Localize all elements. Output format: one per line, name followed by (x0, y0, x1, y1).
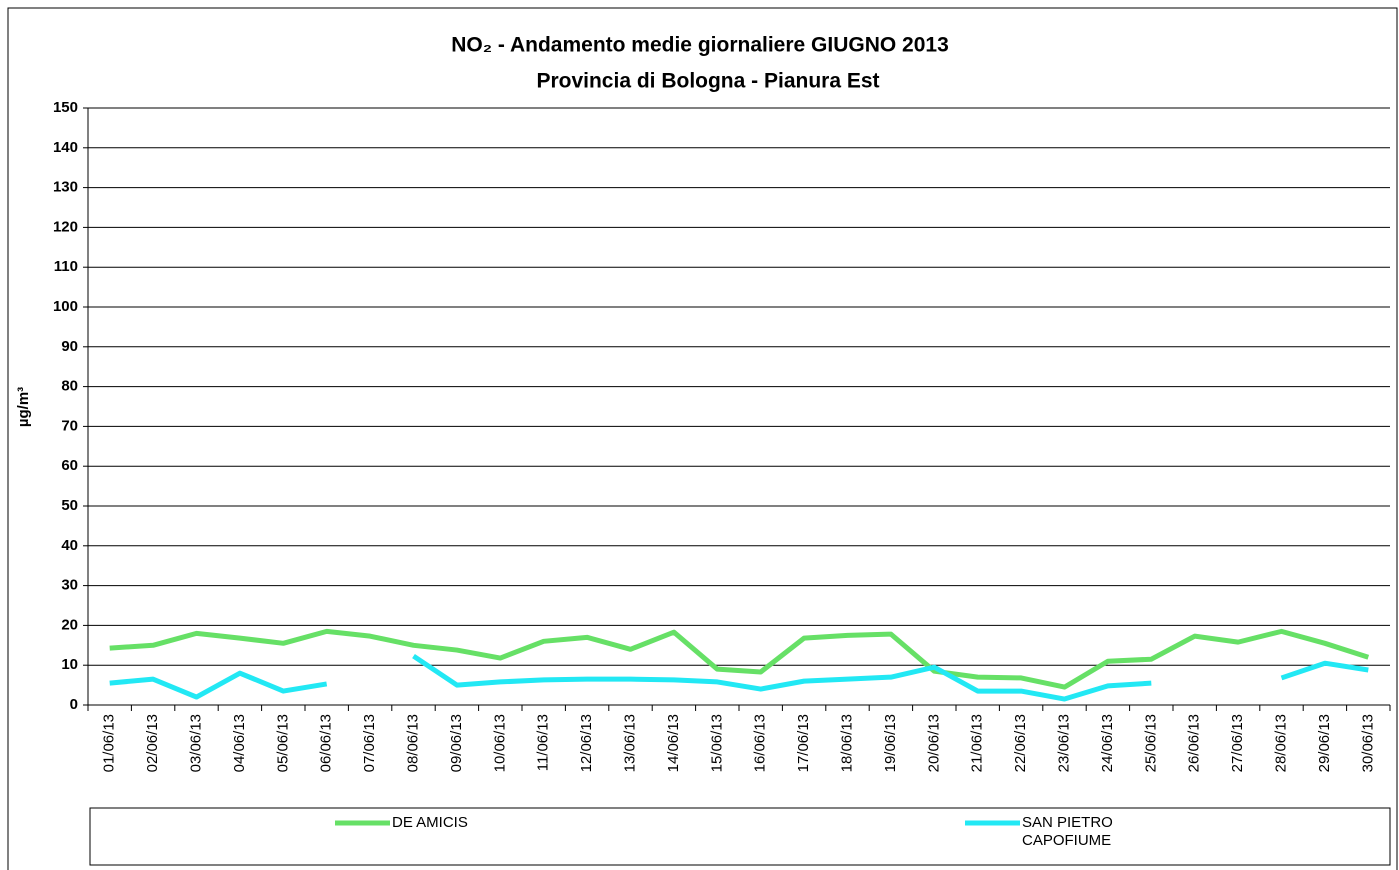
y-tick-label: 100 (53, 298, 78, 315)
y-axis-label: µg/m³ (15, 387, 32, 427)
legend-label: DE AMICIS (392, 814, 468, 831)
x-tick-label: 11/06/13 (535, 714, 552, 771)
x-tick-label: 27/06/13 (1229, 714, 1246, 772)
y-tick-label: 30 (61, 577, 78, 594)
legend-label: SAN PIETRO CAPOFIUME (1022, 814, 1113, 849)
x-tick-label: 30/06/13 (1359, 714, 1376, 772)
x-tick-label: 13/06/13 (621, 714, 638, 772)
y-tick-label: 50 (61, 497, 78, 514)
x-tick-label: 15/06/13 (708, 714, 725, 772)
x-tick-label: 05/06/13 (274, 714, 291, 772)
x-tick-label: 23/06/13 (1055, 714, 1072, 772)
y-tick-label: 150 (53, 99, 78, 116)
x-tick-label: 12/06/13 (578, 714, 595, 772)
x-tick-label: 24/06/13 (1099, 714, 1116, 772)
legend-box (89, 807, 1391, 866)
x-tick-label: 18/06/13 (838, 714, 855, 772)
y-tick-label: 0 (70, 696, 78, 713)
chart-title: NO₂ - Andamento medie giornaliere GIUGNO… (451, 34, 949, 57)
x-tick-label: 08/06/13 (404, 714, 421, 772)
x-tick-label: 17/06/13 (795, 714, 812, 772)
y-tick-label: 80 (61, 378, 78, 395)
y-tick-label: 90 (61, 338, 78, 355)
x-tick-label: 01/06/13 (101, 714, 118, 772)
chart-subtitle: Provincia di Bologna - Pianura Est (536, 70, 879, 93)
y-tick-label: 70 (61, 417, 78, 434)
x-tick-label: 25/06/13 (1142, 714, 1159, 772)
chart-frame (7, 7, 1398, 870)
y-tick-label: 20 (61, 616, 78, 633)
x-tick-label: 03/06/13 (187, 714, 204, 772)
x-tick-label: 10/06/13 (491, 714, 508, 772)
y-tick-label: 130 (53, 179, 78, 196)
x-tick-label: 14/06/13 (665, 714, 682, 772)
series-line (109, 653, 1369, 702)
x-tick-label: 04/06/13 (231, 714, 248, 772)
x-tick-label: 09/06/13 (448, 714, 465, 772)
x-tick-label: 26/06/13 (1186, 714, 1203, 772)
legend-entry: SAN PIETRO CAPOFIUME (1022, 814, 1113, 849)
y-tick-label: 10 (61, 656, 78, 673)
x-tick-label: 20/06/13 (925, 714, 942, 772)
series-line (109, 628, 1370, 690)
y-tick-label: 120 (53, 218, 78, 235)
x-tick-label: 06/06/13 (318, 714, 335, 772)
x-tick-label: 07/06/13 (361, 714, 378, 772)
x-tick-label: 22/06/13 (1012, 714, 1029, 772)
y-tick-label: 140 (53, 139, 78, 156)
x-tick-label: 19/06/13 (882, 714, 899, 772)
x-tick-label: 29/06/13 (1316, 714, 1333, 772)
y-tick-label: 60 (61, 457, 78, 474)
x-tick-label: 21/06/13 (969, 714, 986, 772)
x-tick-label: 02/06/13 (144, 714, 161, 772)
y-tick-label: 110 (54, 258, 78, 275)
legend-entry: DE AMICIS (392, 814, 468, 831)
y-tick-label: 40 (61, 537, 78, 554)
x-tick-label: 28/06/13 (1272, 714, 1289, 772)
x-tick-label: 16/06/13 (752, 714, 769, 772)
